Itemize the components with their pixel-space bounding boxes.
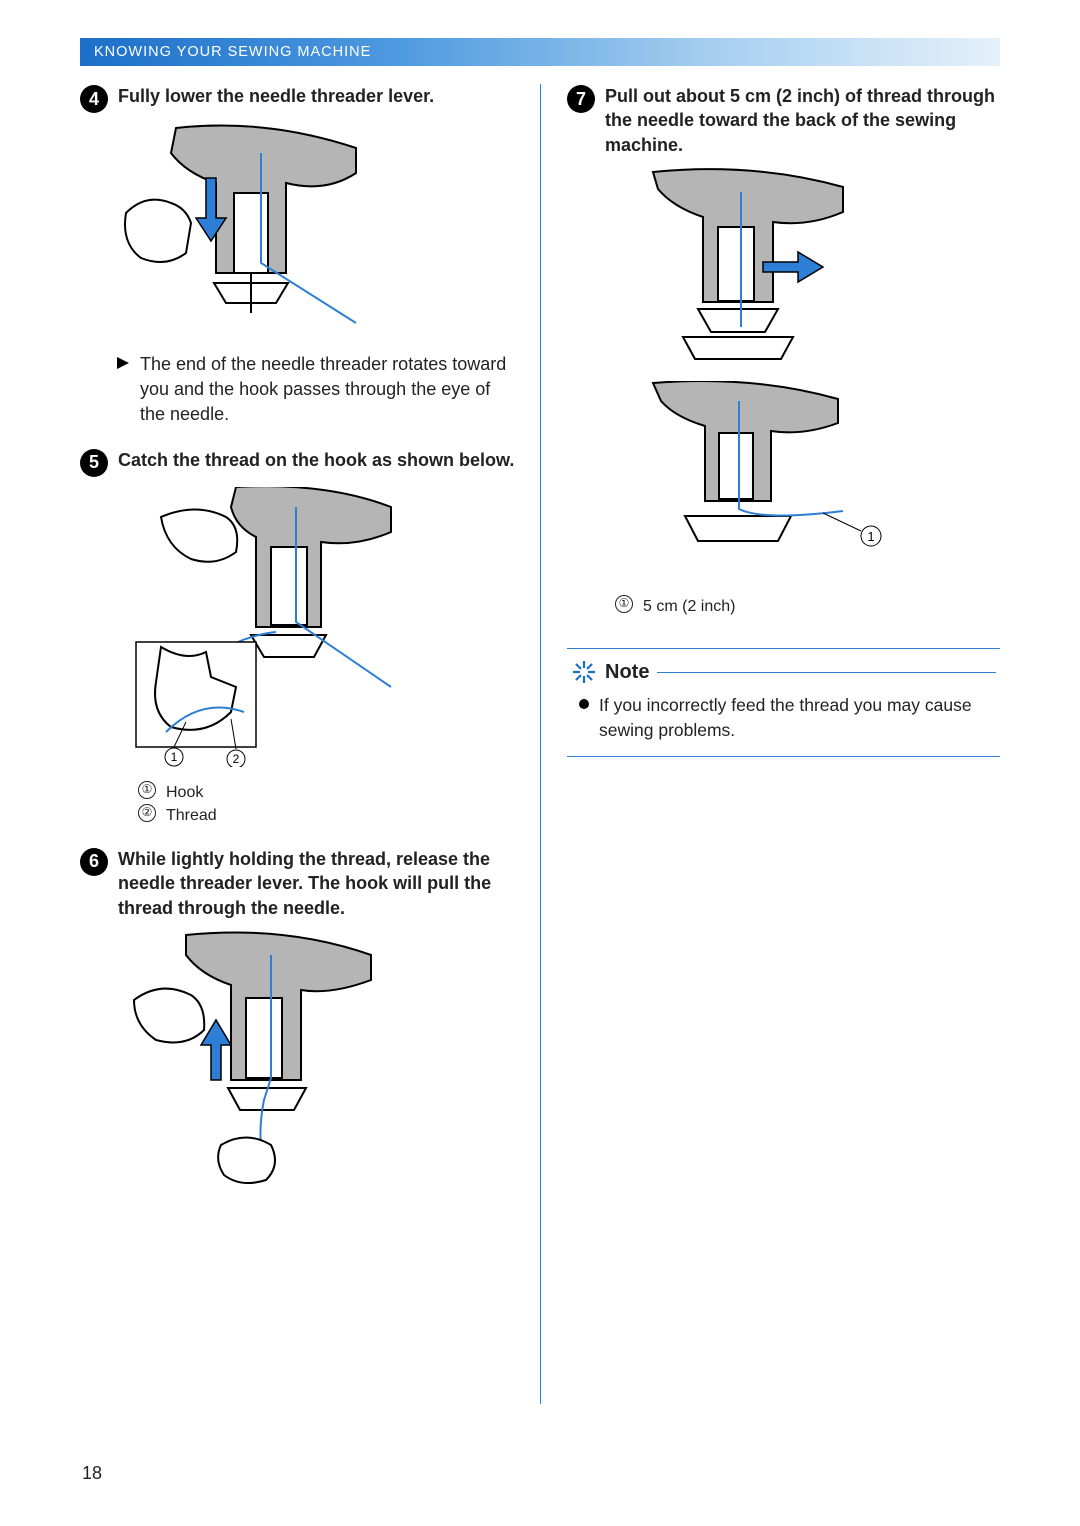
step-4: 4 Fully lower the needle threader lever. (80, 84, 520, 428)
note-heading-row: Note (571, 659, 996, 685)
step-number-badge: 4 (80, 85, 108, 113)
note-heading: Note (605, 661, 649, 684)
note-text: If you incorrectly feed the thread you m… (599, 693, 996, 742)
step-number-badge: 7 (567, 85, 595, 113)
figure-step-4 (116, 123, 520, 338)
note-box: Note If you incorrectly feed the thread … (567, 648, 1000, 757)
callout-label: 5 cm (2 inch) (643, 595, 735, 618)
figure-step-5: 1 2 (116, 487, 520, 767)
callout-row: ① Hook (138, 781, 520, 804)
svg-text:1: 1 (171, 750, 178, 764)
step-title: Pull out about 5 cm (2 inch) of thread t… (605, 84, 1000, 157)
section-header-title: KNOWING YOUR SEWING MACHINE (94, 44, 371, 60)
manual-page: KNOWING YOUR SEWING MACHINE 4 Fully lowe… (0, 0, 1080, 1444)
page-number: 18 (82, 1463, 102, 1484)
step-title: While lightly holding the thread, releas… (118, 847, 520, 920)
callout-row: ② Thread (138, 804, 520, 827)
starburst-icon (571, 659, 597, 685)
triangle-bullet-icon (116, 356, 130, 370)
callout-label: Hook (166, 781, 203, 804)
step-title: Catch the thread on the hook as shown be… (118, 448, 514, 472)
figure-callouts: ① 5 cm (2 inch) (615, 595, 1000, 618)
left-column: 4 Fully lower the needle threader lever. (80, 84, 540, 1404)
step-5: 5 Catch the thread on the hook as shown … (80, 448, 520, 827)
callout-mark: ① (138, 781, 156, 799)
right-column: 7 Pull out about 5 cm (2 inch) of thread… (540, 84, 1000, 1404)
figure-step-7a (613, 167, 1000, 367)
svg-text:2: 2 (233, 752, 240, 766)
figure-callouts: ① Hook ② Thread (138, 781, 520, 827)
note-body: If you incorrectly feed the thread you m… (571, 693, 996, 742)
step-result-text: The end of the needle threader rotates t… (140, 352, 520, 428)
callout-label: Thread (166, 804, 217, 827)
step-result: The end of the needle threader rotates t… (116, 352, 520, 428)
step-number-badge: 5 (80, 449, 108, 477)
callout-row: ① 5 cm (2 inch) (615, 595, 1000, 618)
figure-step-6 (116, 930, 520, 1190)
callout-mark: ② (138, 804, 156, 822)
section-header-bar: KNOWING YOUR SEWING MACHINE (80, 38, 1000, 66)
step-6: 6 While lightly holding the thread, rele… (80, 847, 520, 1190)
note-heading-rule (657, 672, 996, 673)
callout-mark: ① (615, 595, 633, 613)
bullet-dot-icon (579, 699, 589, 709)
step-number-badge: 6 (80, 848, 108, 876)
step-7: 7 Pull out about 5 cm (2 inch) of thread… (567, 84, 1000, 618)
figure-step-7b: 1 (613, 381, 1000, 581)
two-column-layout: 4 Fully lower the needle threader lever. (80, 84, 1000, 1404)
svg-text:1: 1 (867, 529, 874, 544)
step-title: Fully lower the needle threader lever. (118, 84, 434, 108)
